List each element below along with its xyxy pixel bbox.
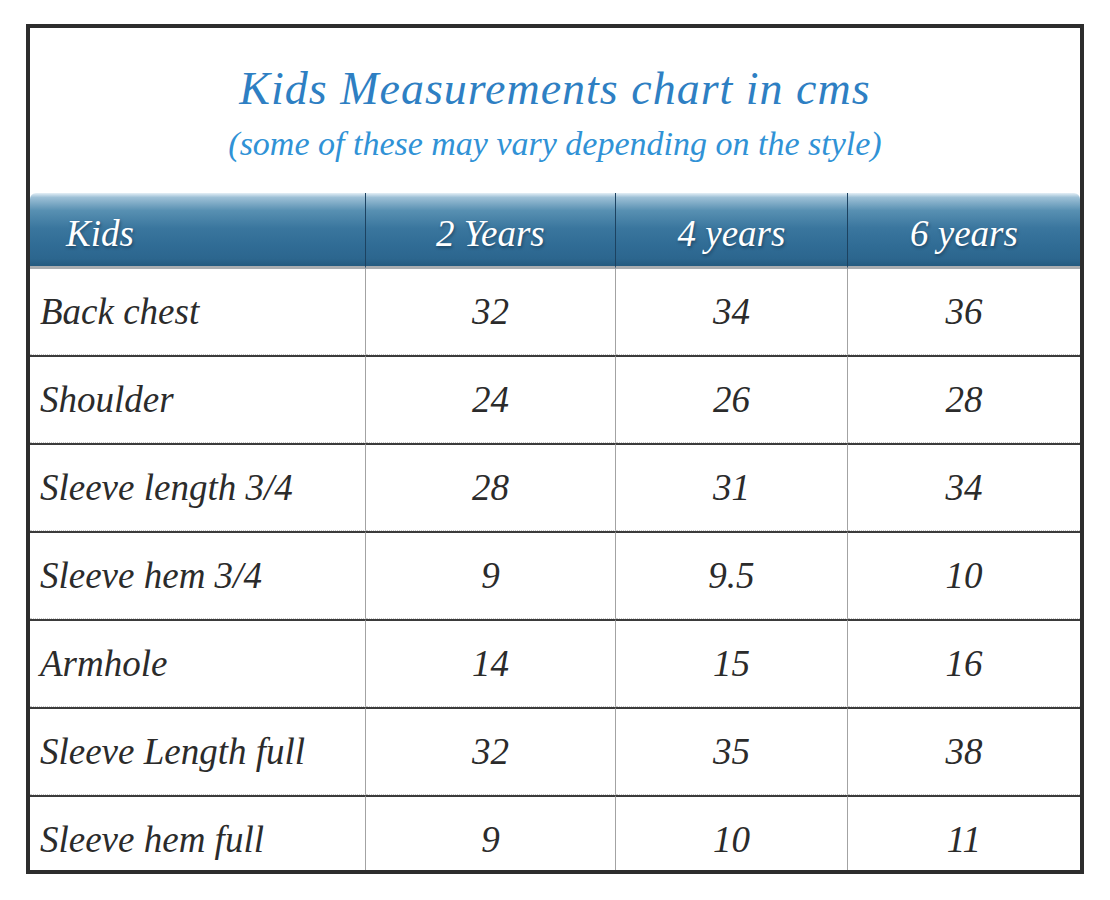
measurement-value: 28 bbox=[366, 443, 616, 531]
measurement-value: 16 bbox=[848, 619, 1080, 707]
page-title: Kids Measurements chart in cms bbox=[239, 62, 870, 115]
measurements-table: Kids 2 Years 4 years 6 years Back chest … bbox=[30, 193, 1080, 874]
table-row: Shoulder 24 26 28 bbox=[30, 355, 1080, 443]
measurement-value: 35 bbox=[616, 707, 848, 795]
measurement-value: 31 bbox=[616, 443, 848, 531]
title-area: Kids Measurements chart in cms (some of … bbox=[30, 28, 1080, 193]
header-kids: Kids bbox=[30, 193, 366, 269]
row-label: Sleeve hem full bbox=[30, 795, 366, 874]
measurement-value: 32 bbox=[366, 707, 616, 795]
chart-frame: Kids Measurements chart in cms (some of … bbox=[26, 24, 1084, 874]
measurement-value: 34 bbox=[848, 443, 1080, 531]
measurement-value: 24 bbox=[366, 355, 616, 443]
row-label: Sleeve length 3/4 bbox=[30, 443, 366, 531]
measurement-value: 10 bbox=[848, 531, 1080, 619]
measurement-value: 34 bbox=[616, 269, 848, 355]
header-6-years: 6 years bbox=[848, 193, 1080, 269]
header-2-years: 2 Years bbox=[366, 193, 616, 269]
row-label: Sleeve hem 3/4 bbox=[30, 531, 366, 619]
measurement-value: 11 bbox=[848, 795, 1080, 874]
measurement-value: 36 bbox=[848, 269, 1080, 355]
table-row: Sleeve length 3/4 28 31 34 bbox=[30, 443, 1080, 531]
header-row: Kids 2 Years 4 years 6 years bbox=[30, 193, 1080, 269]
header-4-years: 4 years bbox=[616, 193, 848, 269]
table-row: Sleeve hem 3/4 9 9.5 10 bbox=[30, 531, 1080, 619]
measurement-value: 26 bbox=[616, 355, 848, 443]
measurement-value: 14 bbox=[366, 619, 616, 707]
measurement-value: 32 bbox=[366, 269, 616, 355]
row-label: Sleeve Length full bbox=[30, 707, 366, 795]
measurement-value: 10 bbox=[616, 795, 848, 874]
measurement-value: 28 bbox=[848, 355, 1080, 443]
row-label: Armhole bbox=[30, 619, 366, 707]
page-subtitle: (some of these may vary depending on the… bbox=[228, 125, 881, 163]
measurement-value: 15 bbox=[616, 619, 848, 707]
row-label: Shoulder bbox=[30, 355, 366, 443]
table-row: Armhole 14 15 16 bbox=[30, 619, 1080, 707]
measurement-value: 9.5 bbox=[616, 531, 848, 619]
measurement-value: 38 bbox=[848, 707, 1080, 795]
row-label: Back chest bbox=[30, 269, 366, 355]
measurement-value: 9 bbox=[366, 531, 616, 619]
table-row: Back chest 32 34 36 bbox=[30, 269, 1080, 355]
table-row: Sleeve hem full 9 10 11 bbox=[30, 795, 1080, 874]
measurement-value: 9 bbox=[366, 795, 616, 874]
table-row: Sleeve Length full 32 35 38 bbox=[30, 707, 1080, 795]
